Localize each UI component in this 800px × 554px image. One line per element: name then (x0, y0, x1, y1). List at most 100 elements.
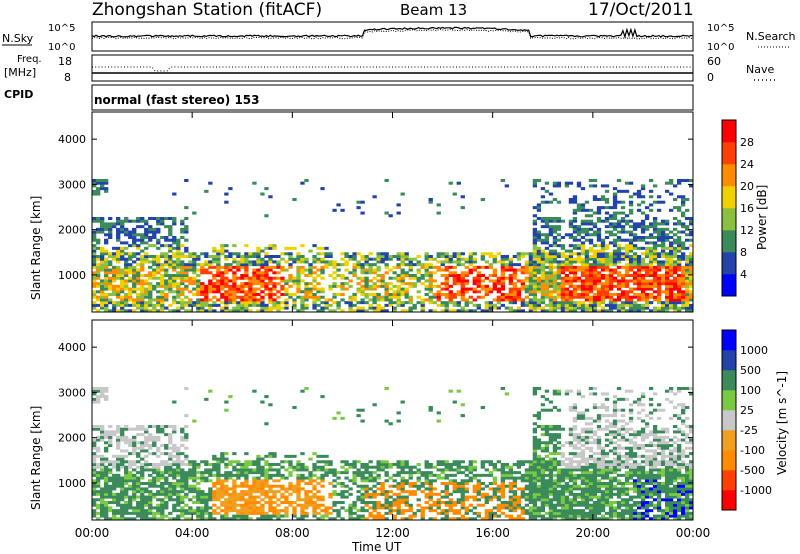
noise-panel-frame (91, 21, 694, 52)
power-cell (260, 284, 265, 288)
power-cell (276, 290, 281, 294)
power-cell (556, 271, 562, 275)
power-cell (548, 263, 554, 267)
velocity-cell (160, 476, 165, 480)
velocity-cell (500, 386, 505, 390)
velocity-cell (184, 446, 189, 450)
power-cell (432, 293, 437, 297)
power-cell (456, 260, 461, 264)
power-cell (552, 219, 558, 223)
power-cell (676, 195, 682, 199)
power-cell (664, 219, 670, 223)
power-cell (532, 184, 538, 188)
power-cell (200, 306, 205, 310)
velocity-cell (168, 452, 173, 456)
velocity-cell (532, 457, 538, 461)
velocity-cell (116, 468, 121, 472)
velocity-cell (240, 468, 245, 472)
velocity-cell (104, 476, 109, 480)
power-cell (192, 276, 197, 280)
power-cell (568, 252, 574, 256)
velocity-cell (356, 468, 361, 472)
power-cell (388, 295, 393, 299)
power-cell (564, 298, 570, 302)
velocity-cell (108, 462, 113, 466)
velocity-cell (256, 509, 261, 513)
velocity-cell (524, 471, 530, 475)
power-cell (648, 189, 654, 193)
velocity-cell (92, 468, 97, 472)
power-cell (612, 301, 618, 305)
velocity-cell (224, 462, 229, 466)
power-cell (576, 306, 582, 310)
power-cell (396, 203, 401, 207)
velocity-cell (244, 465, 249, 469)
velocity-cell (132, 435, 137, 439)
velocity-cell (188, 484, 193, 488)
power-cell (448, 254, 453, 258)
power-cell (412, 284, 417, 288)
velocity-cell (100, 492, 105, 496)
velocity-cell (160, 484, 165, 488)
power-cell (580, 203, 586, 207)
power-cell (252, 287, 257, 291)
power-cell (96, 181, 101, 185)
velocity-cell (204, 462, 209, 466)
power-cell (172, 260, 177, 264)
velocity-cell (252, 503, 257, 507)
velocity-cell (228, 471, 233, 475)
velocity-cell (268, 476, 273, 480)
velocity-cell (152, 438, 157, 442)
velocity-cell (340, 490, 345, 494)
velocity-cell (148, 501, 153, 505)
power-cell (256, 271, 261, 275)
power-cell (668, 260, 674, 264)
velocity-cell (236, 468, 241, 472)
velocity-cell (164, 424, 169, 428)
power-cell (144, 233, 149, 237)
velocity-cell (96, 503, 101, 507)
power-cell (564, 293, 570, 297)
velocity-cell (532, 392, 538, 396)
velocity-cell (136, 511, 141, 515)
power-cell (544, 293, 550, 297)
power-cell (564, 233, 570, 237)
power-cell (616, 303, 622, 307)
power-cell (508, 260, 513, 264)
power-cell (592, 249, 598, 253)
power-cell (536, 249, 542, 253)
velocity-cell (324, 506, 329, 510)
power-cell (624, 282, 630, 286)
power-cell (684, 238, 690, 242)
power-cell (232, 279, 237, 283)
velocity-cell (404, 479, 409, 483)
power-cell (640, 279, 646, 283)
velocity-cell (104, 435, 109, 439)
power-cell (256, 257, 261, 261)
power-cell (380, 284, 385, 288)
power-cell (456, 309, 461, 313)
power-cell (156, 298, 161, 302)
velocity-cell (284, 468, 289, 472)
velocity-cell (508, 517, 513, 521)
power-cell (648, 178, 654, 182)
power-cell (268, 306, 273, 310)
power-cell (384, 271, 389, 275)
power-cell (472, 287, 477, 291)
power-cell (252, 252, 257, 256)
power-cell (92, 303, 97, 307)
velocity-cell (296, 487, 301, 491)
power-cell (628, 200, 634, 204)
velocity-cell (532, 509, 538, 513)
velocity-cell (264, 490, 269, 494)
power-cell (176, 295, 181, 299)
power-cell (608, 279, 614, 283)
power-cell (672, 301, 678, 305)
velocity-cell (392, 501, 397, 505)
velocity-cell (468, 462, 473, 466)
velocity-cell (388, 495, 393, 499)
velocity-cell (236, 511, 241, 515)
velocity-cell (492, 476, 497, 480)
power-cell (384, 295, 389, 299)
power-cell (104, 306, 109, 310)
